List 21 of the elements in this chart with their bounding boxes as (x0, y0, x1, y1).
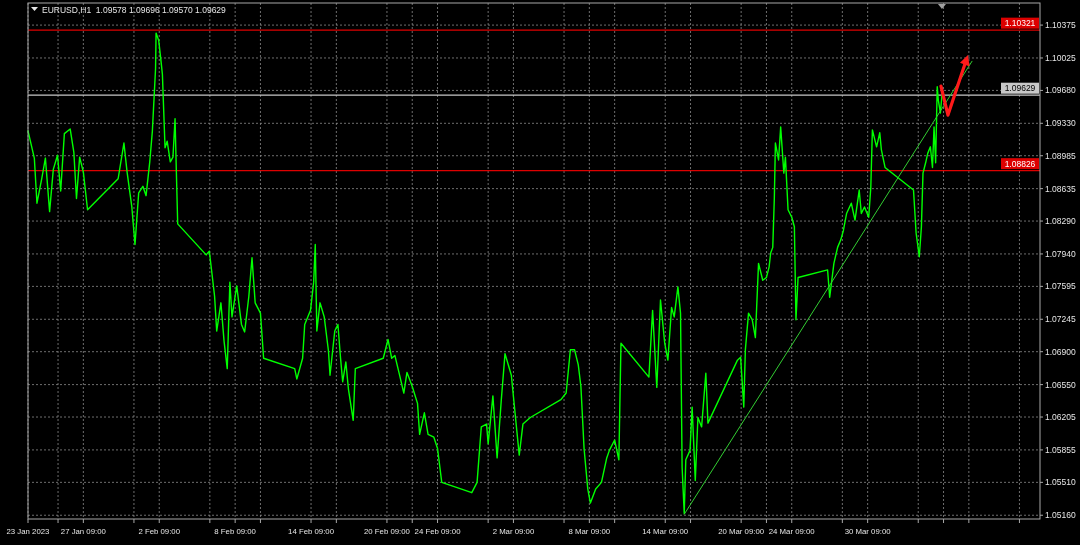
y-tick-label: 1.06900 (1045, 346, 1076, 357)
y-tick-label: 1.05510 (1045, 477, 1076, 488)
y-tick-label: 1.10025 (1045, 52, 1076, 63)
ref-line-label: 1.10321 (1004, 18, 1036, 29)
y-tick-label: 1.06550 (1045, 379, 1076, 390)
y-tick-label: 1.08635 (1045, 183, 1076, 194)
line-series (27, 32, 943, 515)
ref-line-label: 1.08826 (1004, 158, 1036, 169)
y-tick-label: 1.09330 (1045, 118, 1076, 129)
chart-title: EURUSD,H1 1.09578 1.09696 1.09570 1.09629 (42, 5, 227, 15)
y-tick-label: 1.07245 (1045, 314, 1076, 325)
y-tick-label: 1.10375 (1045, 20, 1076, 31)
y-tick-label: 1.05160 (1045, 510, 1076, 521)
y-tick-label: 1.07940 (1045, 248, 1076, 259)
y-tick-label: 1.08985 (1045, 150, 1076, 161)
y-tick-label: 1.07595 (1045, 281, 1076, 292)
y-tick-label: 1.05855 (1045, 444, 1076, 455)
y-tick-label: 1.08290 (1045, 216, 1076, 227)
ref-line-label: 1.09629 (1004, 83, 1036, 94)
y-tick-label: 1.09680 (1045, 85, 1076, 96)
y-tick-label: 1.06205 (1045, 412, 1076, 423)
